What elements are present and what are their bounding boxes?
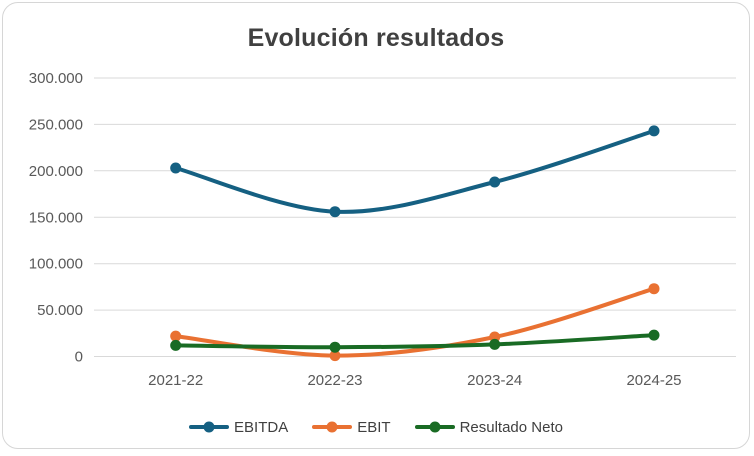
y-tick-label: 50.000 bbox=[37, 302, 83, 319]
data-point bbox=[329, 341, 341, 353]
legend-label: Resultado Neto bbox=[459, 418, 563, 436]
data-point bbox=[329, 350, 341, 362]
legend-item-ebit: EBIT bbox=[312, 418, 391, 436]
x-tick-label: 2021-22 bbox=[148, 372, 203, 389]
y-tick-label: 100.000 bbox=[29, 256, 83, 273]
data-point bbox=[170, 339, 182, 351]
legend-line-marker-icon bbox=[414, 421, 455, 433]
chart-title: Evolución resultados bbox=[247, 24, 505, 52]
data-point bbox=[170, 330, 182, 342]
legend-dot-icon bbox=[203, 421, 215, 433]
legend-label: EBIT bbox=[357, 418, 391, 436]
y-tick-label: 250.000 bbox=[29, 116, 83, 133]
data-point bbox=[489, 338, 501, 350]
legend-item-resultado-neto: Resultado Neto bbox=[414, 418, 563, 436]
chart-card: Evolución resultados 0 50.000 100.000 150.0… bbox=[2, 2, 750, 449]
data-point bbox=[648, 329, 660, 341]
data-point bbox=[648, 125, 660, 137]
y-tick-label: 0 bbox=[75, 349, 83, 366]
y-tick-label: 150.000 bbox=[29, 209, 83, 226]
legend-item-ebitda: EBITDA bbox=[189, 419, 288, 436]
legend-line-marker-icon bbox=[312, 421, 353, 433]
chart-legend: EBITDA EBIT Resultado Neto bbox=[3, 416, 749, 438]
legend-line-marker-icon bbox=[189, 421, 230, 433]
data-point bbox=[648, 283, 660, 295]
y-tick-label: 200.000 bbox=[29, 163, 83, 180]
legend-dot-icon bbox=[326, 421, 338, 433]
series-line-resultado-neto bbox=[173, 333, 656, 350]
data-point bbox=[170, 162, 182, 174]
x-tick-label: 2023-24 bbox=[467, 372, 522, 389]
x-tick-label: 2022-23 bbox=[307, 372, 362, 389]
x-tick-label: 2024-25 bbox=[626, 372, 681, 389]
data-point bbox=[329, 206, 341, 218]
data-point bbox=[489, 176, 501, 188]
line-chart-canvas: 0 50.000 100.000 150.000 200.000 250.000 300.0… bbox=[29, 70, 736, 389]
y-tick-label: 300.000 bbox=[29, 70, 83, 87]
series-line-ebitda bbox=[173, 128, 656, 214]
legend-label: EBITDA bbox=[234, 418, 289, 436]
legend-dot-icon bbox=[429, 421, 441, 433]
